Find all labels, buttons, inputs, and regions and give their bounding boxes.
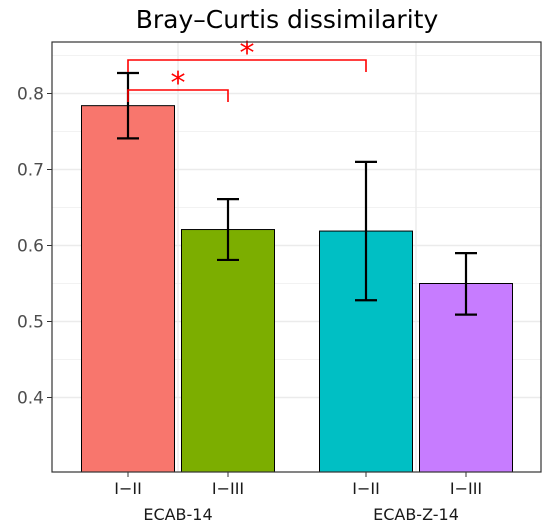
y-tick-label: 0.7 xyxy=(17,161,44,181)
bar xyxy=(181,229,275,473)
plot-border xyxy=(51,41,542,473)
significance-star: * xyxy=(240,36,255,71)
y-tick-label: 0.6 xyxy=(17,237,44,257)
x-tick-label: I−III xyxy=(450,479,482,498)
significance-star: * xyxy=(171,66,186,101)
group-label: ECAB-Z-14 xyxy=(373,505,459,524)
significance-bracket xyxy=(127,89,229,102)
x-tick-label: I−III xyxy=(212,479,244,498)
chart-title: Bray–Curtis dissimilarity xyxy=(136,5,439,34)
y-tick-label: 0.8 xyxy=(17,85,44,105)
y-tick-label: 0.4 xyxy=(17,389,44,409)
significance-bracket xyxy=(127,59,367,72)
x-tick-label: I−II xyxy=(352,479,380,498)
bar xyxy=(81,105,175,473)
y-tick-label: 0.5 xyxy=(17,313,44,333)
x-tick-label: I−II xyxy=(114,479,142,498)
group-label: ECAB-14 xyxy=(143,505,212,524)
